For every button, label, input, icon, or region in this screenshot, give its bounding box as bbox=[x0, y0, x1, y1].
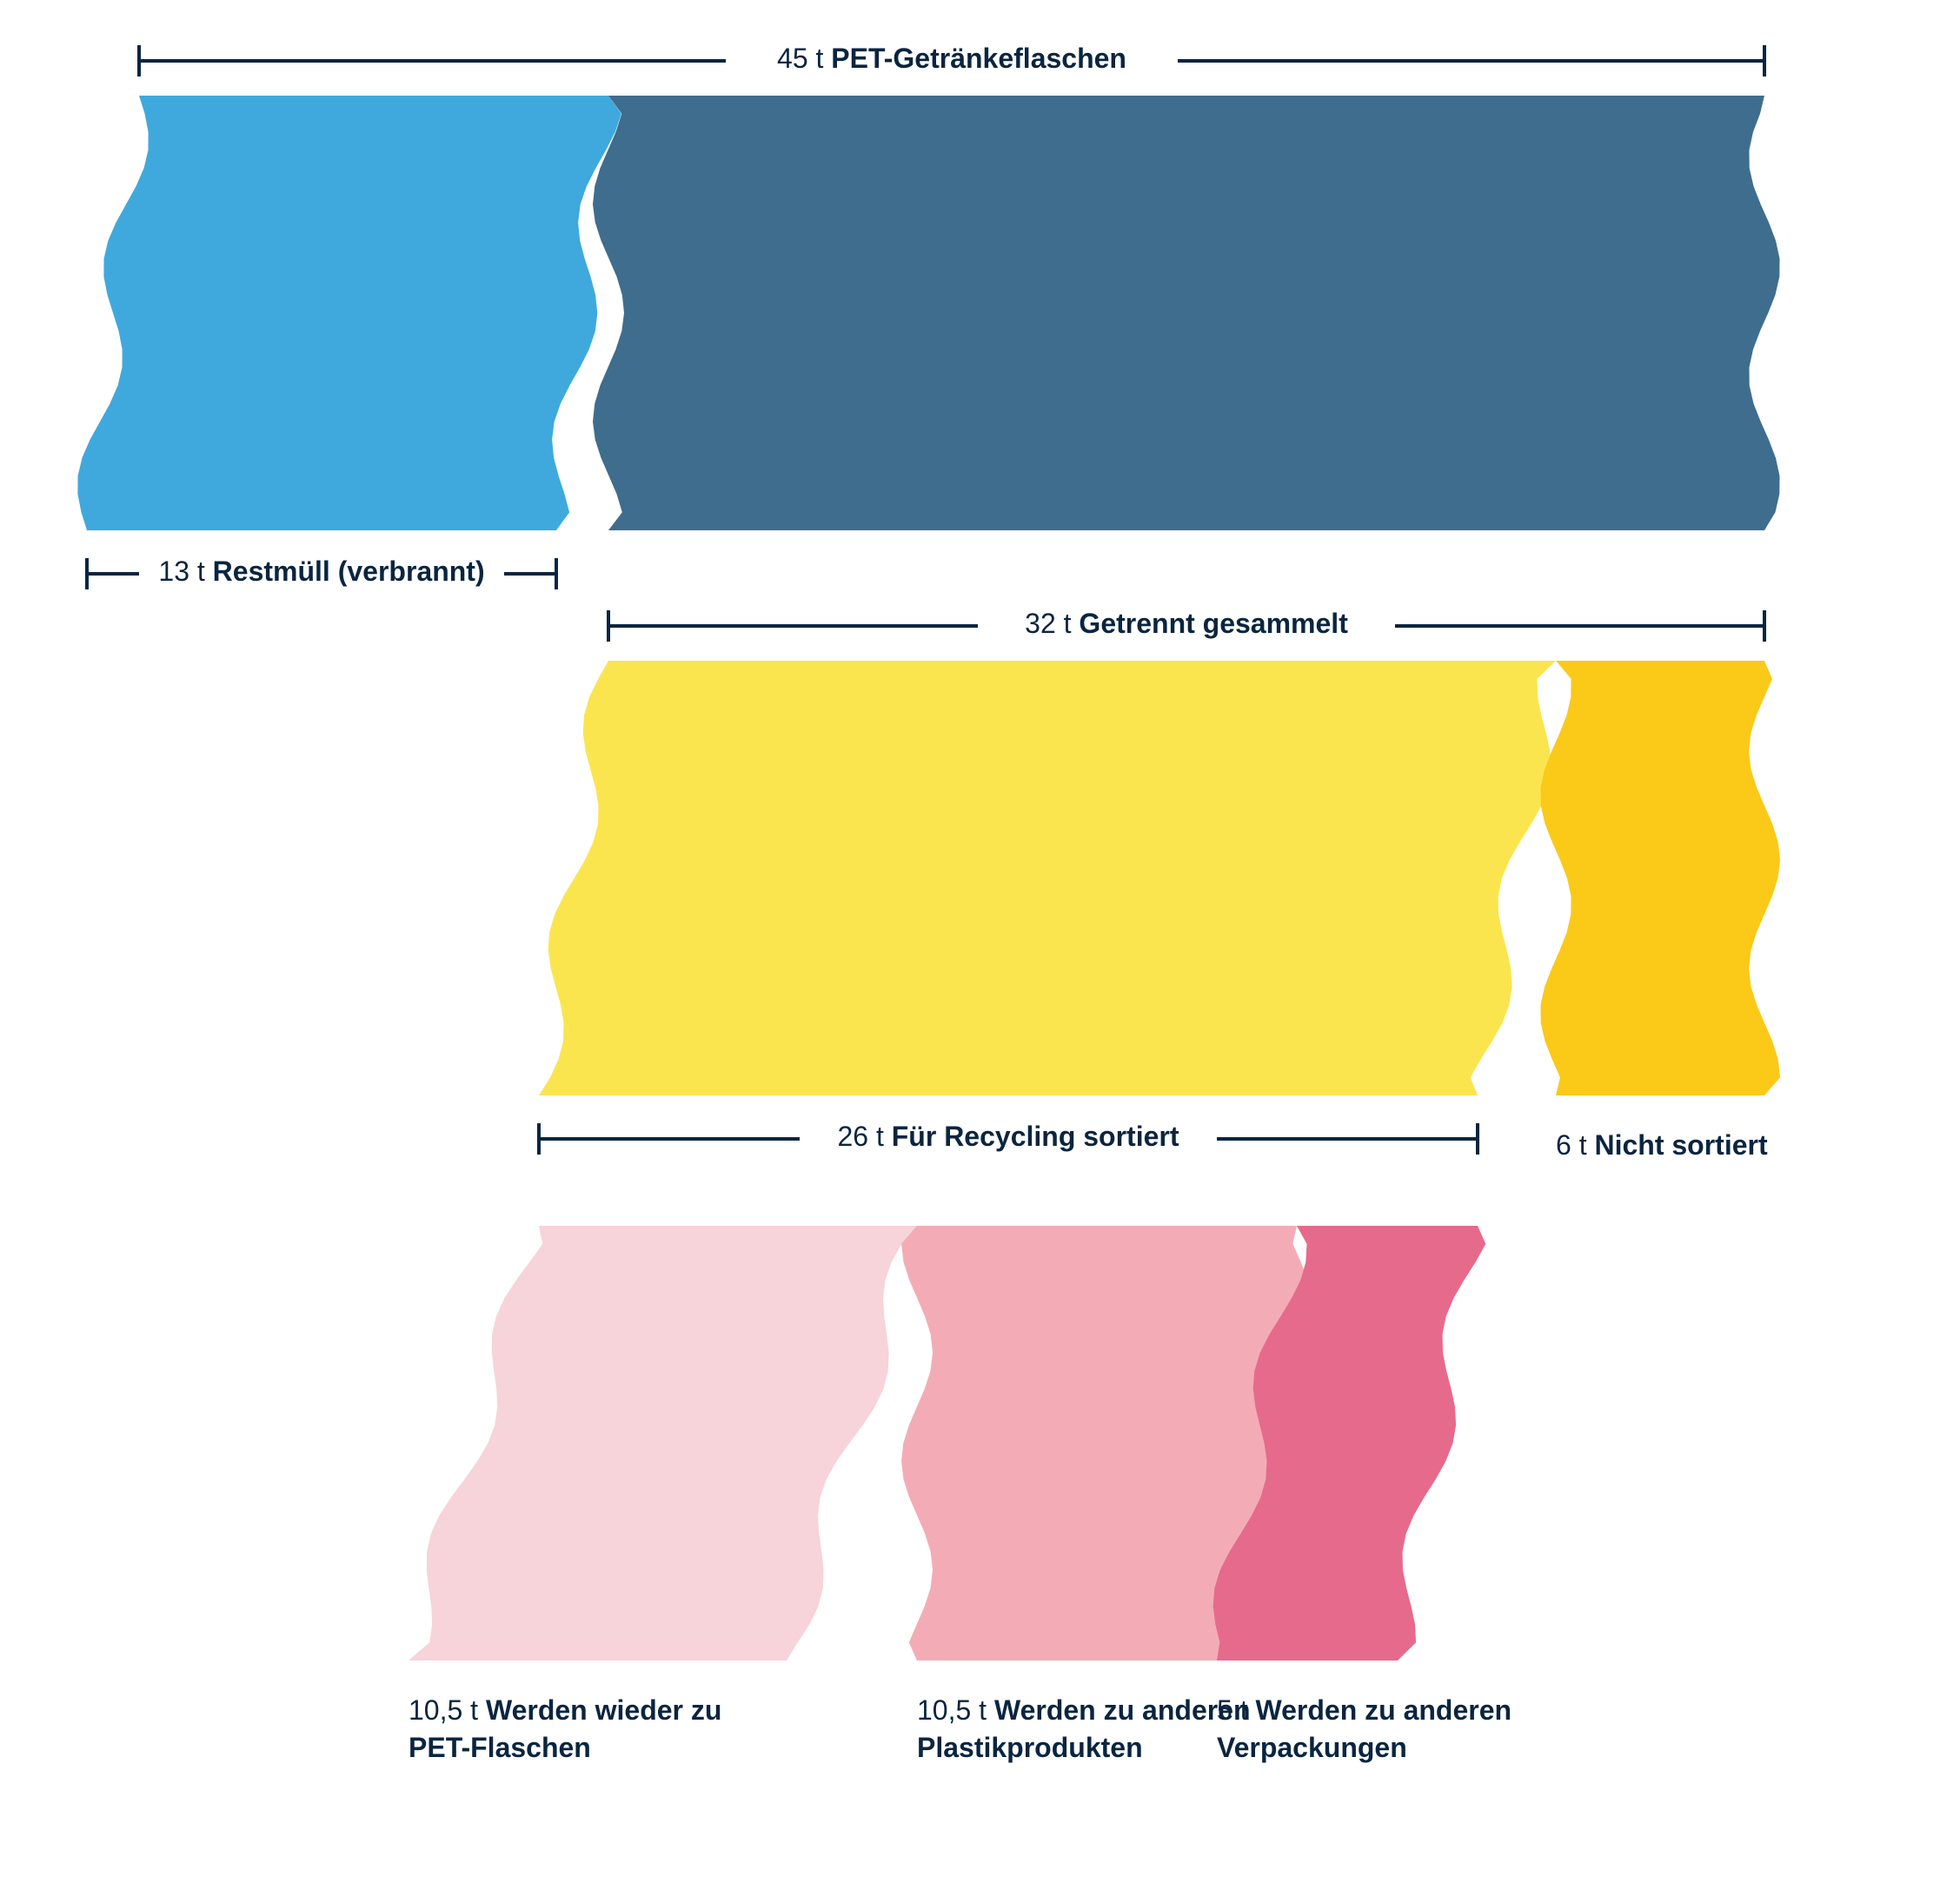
bracket-b_restmuell: 13 t Restmüll (verbrannt) bbox=[87, 556, 556, 589]
bracket-label-b_recycling: 26 t Für Recycling sortiert bbox=[837, 1121, 1179, 1152]
bracket-b_getrennt: 32 t Getrennt gesammelt bbox=[608, 608, 1764, 642]
flow-nicht_sortiert bbox=[1541, 661, 1781, 1095]
flow-getrennt bbox=[593, 96, 1780, 530]
label-l_verpackungen: 5 t Werden zu anderenVerpackungen bbox=[1217, 1694, 1512, 1763]
label-l_pet: 10,5 t Werden wieder zuPET-Flaschen bbox=[409, 1694, 721, 1763]
flow-restmuell bbox=[77, 96, 621, 530]
flow-pet_flaschen bbox=[409, 1226, 917, 1661]
flow-recycling bbox=[539, 661, 1556, 1095]
bracket-label-b_total: 45 t PET-Getränkeflaschen bbox=[777, 43, 1126, 74]
bracket-b_recycling: 26 t Für Recycling sortiert bbox=[539, 1121, 1478, 1155]
bracket-b_total: 45 t PET-Getränkeflaschen bbox=[139, 43, 1764, 77]
label-l_plastik: 10,5 t Werden zu anderenPlastikprodukten bbox=[917, 1694, 1251, 1763]
label-l_nicht_sortiert: 6 t Nicht sortiert bbox=[1556, 1129, 1768, 1161]
bracket-label-b_restmuell: 13 t Restmüll (verbrannt) bbox=[158, 556, 484, 587]
bracket-label-b_getrennt: 32 t Getrennt gesammelt bbox=[1025, 608, 1348, 639]
sankey-diagram: 45 t PET-Getränkeflaschen 13 t Restmüll (… bbox=[0, 0, 1960, 1877]
